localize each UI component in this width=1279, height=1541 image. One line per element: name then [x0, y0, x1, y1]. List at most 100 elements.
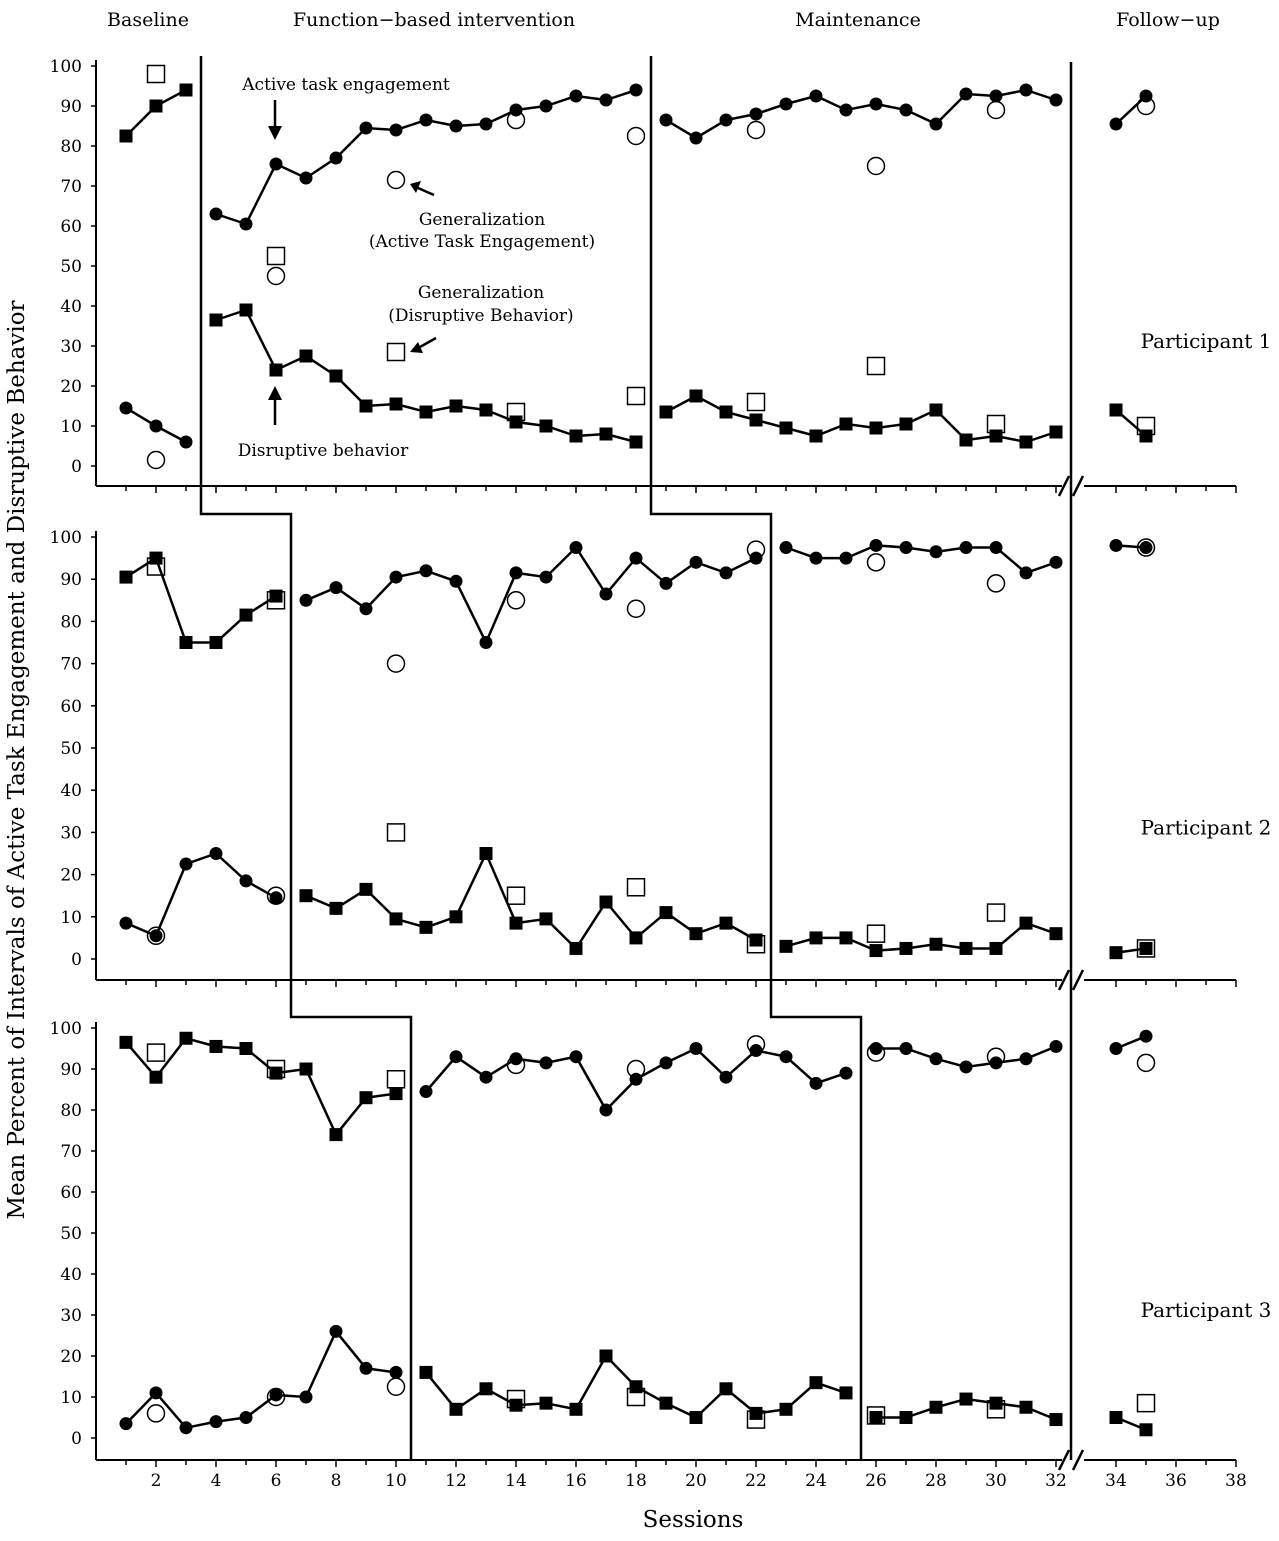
data-point: [689, 1042, 703, 1055]
y-tick-label: 0: [71, 950, 82, 970]
generalization-point: [746, 392, 766, 412]
generalization-point: [146, 926, 166, 946]
data-point: [809, 1376, 823, 1390]
generalization-point: [1136, 96, 1156, 116]
generalization-point: [746, 1410, 766, 1429]
phase-label-maintenance: Maintenance: [795, 9, 921, 31]
x-tick-label: 28: [925, 1471, 947, 1491]
data-point: [839, 417, 853, 431]
data-point: [599, 895, 613, 909]
data-point: [629, 435, 643, 449]
generalization-point: [506, 402, 526, 422]
data-point: [1049, 93, 1063, 107]
x-tick-label: 12: [445, 1471, 467, 1491]
data-point: [689, 131, 703, 145]
data-point: [119, 1035, 133, 1049]
series-line: [125, 1036, 397, 1137]
data-point: [1019, 566, 1033, 580]
annotation-gen-ate-label-1: Generalization: [419, 210, 545, 230]
generalization-point: [1136, 416, 1156, 436]
y-tick-label: 100: [50, 528, 82, 548]
annotation-ate-arrow-head: [268, 126, 282, 140]
series-active-task-engagement: [119, 83, 1153, 449]
data-point: [269, 363, 283, 377]
generalization-point: [506, 591, 526, 610]
data-point: [479, 847, 493, 860]
data-point: [719, 1382, 733, 1396]
series-line: [785, 921, 1057, 952]
series-line: [305, 850, 757, 951]
data-point: [1109, 403, 1123, 417]
data-point: [179, 1421, 193, 1435]
y-tick-label: 40: [60, 297, 82, 317]
data-point: [899, 941, 913, 955]
generalization-point: [866, 1043, 886, 1062]
data-point: [809, 89, 823, 103]
data-point: [719, 1070, 733, 1084]
data-point: [539, 912, 553, 926]
data-point: [179, 857, 193, 871]
y-tick-label: 10: [60, 417, 82, 437]
generalization-point: [866, 1406, 886, 1425]
participant-label: Participant 2: [1141, 815, 1272, 839]
y-tick-label: 100: [50, 57, 82, 77]
data-point: [359, 602, 373, 616]
data-point: [689, 389, 703, 403]
data-point: [359, 1361, 373, 1375]
data-point: [599, 1349, 613, 1363]
y-tick-label: 40: [60, 1265, 82, 1285]
data-point: [179, 435, 193, 449]
y-tick-label: 100: [50, 1019, 82, 1039]
data-point: [1109, 1411, 1123, 1424]
generalization-point: [986, 1400, 1006, 1419]
generalization-point: [986, 100, 1006, 120]
data-point: [1049, 1039, 1063, 1053]
data-point: [239, 874, 253, 888]
data-point: [569, 429, 583, 443]
generalization-point: [266, 886, 286, 905]
data-point: [329, 901, 343, 915]
y-tick-label: 60: [60, 217, 82, 237]
y-tick-label: 60: [60, 697, 82, 717]
generalization-point: [266, 591, 286, 610]
y-axis-title: Mean Percent of Intervals of Active Task…: [4, 300, 30, 1219]
data-point: [389, 1087, 403, 1101]
data-point: [929, 403, 943, 417]
annotation-gen-ate-label-2: (Active Task Engagement): [369, 232, 595, 252]
data-point: [899, 417, 913, 431]
axis-break-mark: [1057, 969, 1071, 991]
data-point: [299, 171, 313, 185]
data-point: [809, 931, 823, 945]
data-point: [659, 1396, 673, 1410]
phase-label-baseline: Baseline: [107, 9, 189, 31]
y-tick-label: 80: [60, 1101, 82, 1121]
data-point: [479, 1382, 493, 1396]
data-point: [959, 941, 973, 955]
data-point: [689, 555, 703, 569]
data-point: [629, 551, 643, 565]
data-point: [779, 1050, 793, 1064]
x-tick-label: 8: [331, 1471, 342, 1491]
data-point: [1109, 117, 1123, 131]
data-point: [449, 1050, 463, 1064]
data-point: [329, 151, 343, 165]
axis-break-mark: [1057, 475, 1071, 497]
generalization-point: [506, 1055, 526, 1075]
data-point: [209, 1415, 223, 1429]
data-point: [959, 1392, 973, 1406]
annotation-gen-db-arrow-line: [419, 336, 437, 349]
data-point: [629, 931, 643, 945]
data-point: [449, 119, 463, 133]
series-line: [1115, 95, 1147, 125]
series-line: [305, 545, 757, 646]
data-point: [1049, 425, 1063, 439]
annotation-gen-db-arrow-head: [410, 342, 423, 353]
data-point: [959, 433, 973, 447]
series-line: [125, 852, 277, 938]
annotation-gen-ate-arrow-head: [410, 181, 421, 193]
x-tick-label: 38: [1225, 1471, 1247, 1491]
generalization-point: [746, 1035, 766, 1054]
x-tick-label: 34: [1105, 1471, 1127, 1491]
data-point: [569, 89, 583, 103]
data-point: [209, 847, 223, 860]
